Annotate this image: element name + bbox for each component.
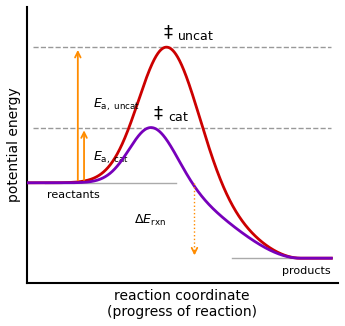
X-axis label: reaction coordinate
(progress of reaction): reaction coordinate (progress of reactio… (107, 289, 257, 319)
Text: $\mathrm{uncat}$: $\mathrm{uncat}$ (177, 30, 214, 43)
Text: products: products (282, 266, 330, 276)
Y-axis label: potential energy: potential energy (7, 88, 21, 202)
Text: $E_{\mathrm{a,\ cat}}$: $E_{\mathrm{a,\ cat}}$ (93, 150, 129, 166)
Text: $\Delta E_{\mathrm{rxn}}$: $\Delta E_{\mathrm{rxn}}$ (134, 213, 166, 228)
Text: $E_{\mathrm{a,\ uncat}}$: $E_{\mathrm{a,\ uncat}}$ (93, 97, 140, 113)
Text: $\mathrm{cat}$: $\mathrm{cat}$ (168, 111, 189, 124)
Text: reactants: reactants (47, 190, 99, 200)
Text: $\ddagger$: $\ddagger$ (154, 105, 164, 123)
Text: $\ddagger$: $\ddagger$ (163, 25, 173, 43)
